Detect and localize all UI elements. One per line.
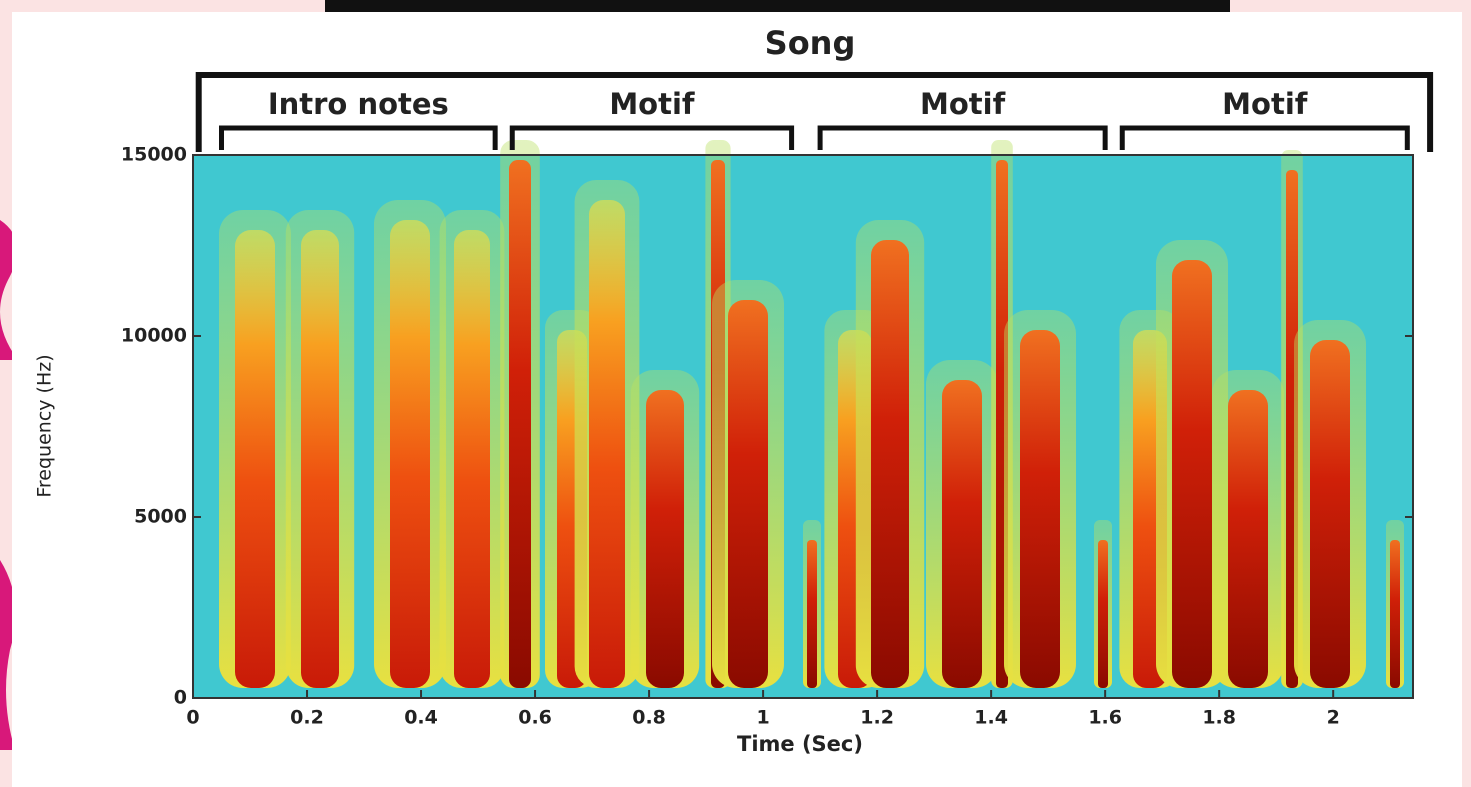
spectrogram-syllable (589, 200, 625, 688)
bracket (1119, 125, 1410, 150)
x-tick-label: 0.4 (404, 707, 438, 729)
spectrogram-syllable (646, 390, 684, 688)
y-tick-label: 0 (174, 687, 187, 709)
x-tick-label: 0.8 (632, 707, 666, 729)
x-tick-label: 0 (186, 707, 199, 729)
spectrogram-syllable (509, 160, 531, 688)
x-tick-label: 1.4 (974, 707, 1008, 729)
x-tick-label: 1.6 (1088, 707, 1122, 729)
annotation-label: Motif (1222, 87, 1308, 121)
spectrogram-syllable (1390, 540, 1400, 688)
spectrogram-syllable (301, 230, 339, 688)
spectrogram-syllable (1020, 330, 1060, 688)
y-tick-label: 5000 (134, 506, 187, 528)
spectrogram-syllable (454, 230, 490, 688)
x-tick-label: 1.2 (860, 707, 894, 729)
x-tick-label: 1 (756, 707, 769, 729)
annotation-label: Intro notes (268, 87, 449, 121)
spectrogram-syllable (728, 300, 768, 688)
spectrogram-syllable (942, 380, 982, 688)
spectrogram-syllable (871, 240, 909, 688)
bracket (509, 125, 795, 150)
chart-title: Song (765, 24, 856, 62)
spectrogram-syllable (1310, 340, 1350, 688)
top-band (325, 0, 1230, 12)
plot-frame (192, 154, 1414, 699)
x-tick-label: 0.2 (290, 707, 324, 729)
x-tick-label: 2 (1327, 707, 1340, 729)
annotation-label: Motif (920, 87, 1006, 121)
plot-area (192, 140, 1414, 699)
annotations (195, 72, 1434, 152)
y-axis-label: Frequency (Hz) (34, 354, 56, 497)
spectrogram-syllable (1172, 260, 1212, 688)
y-tick-label: 10000 (121, 325, 187, 347)
spectrogram-syllable (235, 230, 275, 688)
bracket (219, 125, 498, 150)
x-tick-label: 0.6 (518, 707, 552, 729)
spectrogram-syllable (390, 220, 430, 688)
x-axis-label: Time (Sec) (737, 732, 863, 756)
annotation-label: Motif (609, 87, 695, 121)
spectrogram-syllable (807, 540, 817, 688)
bracket (817, 125, 1108, 150)
x-tick-label: 1.8 (1202, 707, 1236, 729)
spectrogram-syllable (1228, 390, 1268, 688)
spectrogram-syllable (1098, 540, 1108, 688)
y-tick-label: 15000 (121, 144, 187, 166)
bracket (195, 72, 1434, 152)
